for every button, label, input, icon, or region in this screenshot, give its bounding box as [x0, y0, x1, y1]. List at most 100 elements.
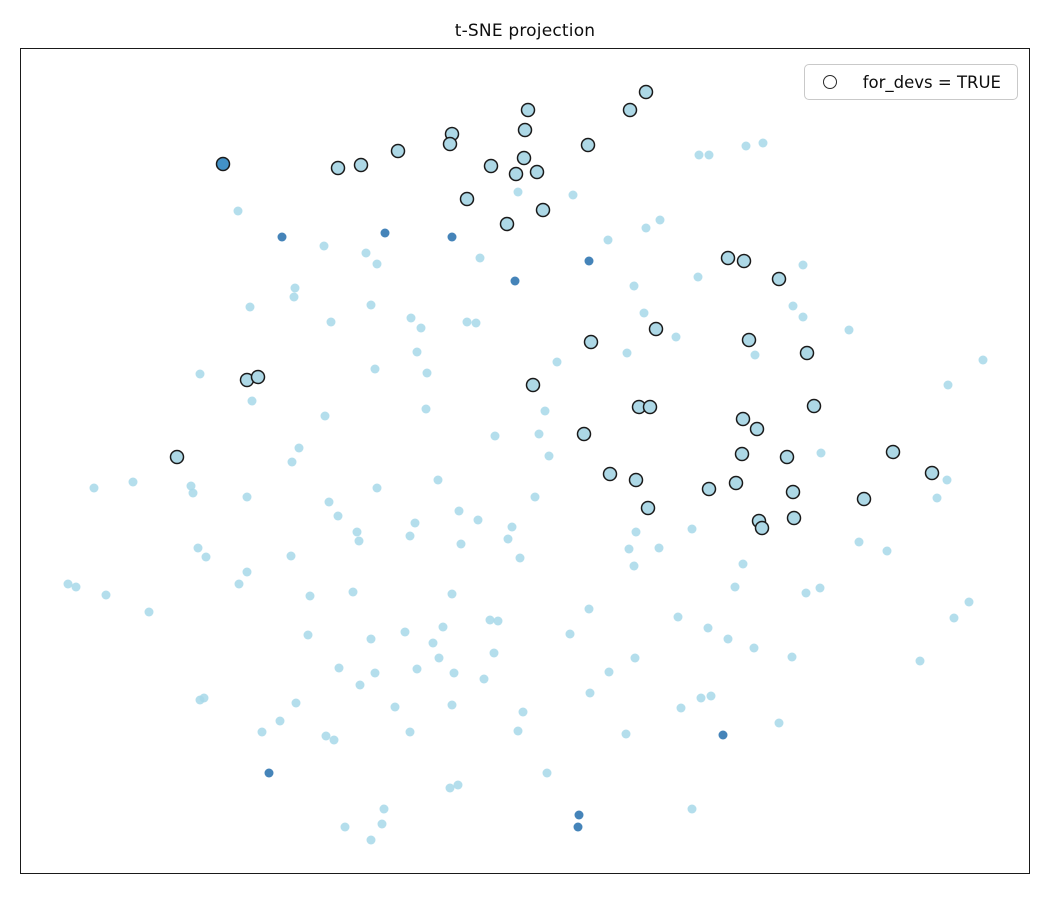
- data-point: [264, 768, 274, 778]
- data-point: [188, 488, 198, 498]
- data-point: [493, 616, 503, 626]
- data-point: [294, 443, 304, 453]
- data-point: [774, 718, 784, 728]
- data-point: [720, 250, 736, 266]
- data-point: [289, 292, 299, 302]
- data-point: [405, 727, 415, 737]
- data-point: [798, 260, 808, 270]
- data-point: [390, 702, 400, 712]
- data-point: [193, 543, 203, 553]
- data-point: [568, 190, 578, 200]
- data-point: [428, 638, 438, 648]
- data-point: [475, 253, 485, 263]
- data-point: [943, 380, 953, 390]
- data-point: [694, 150, 704, 160]
- data-point: [816, 448, 826, 458]
- data-point: [758, 138, 768, 148]
- data-point: [416, 323, 426, 333]
- data-point: [380, 228, 390, 238]
- data-point: [787, 652, 797, 662]
- data-point: [964, 597, 974, 607]
- data-point: [885, 444, 901, 460]
- data-point: [542, 768, 552, 778]
- data-point: [340, 822, 350, 832]
- data-point: [89, 483, 99, 493]
- data-point: [530, 492, 540, 502]
- data-point: [366, 300, 376, 310]
- data-point: [333, 511, 343, 521]
- data-point: [882, 546, 892, 556]
- data-point: [324, 497, 334, 507]
- data-point: [352, 527, 362, 537]
- data-point: [233, 206, 243, 216]
- data-point: [654, 543, 664, 553]
- data-point: [250, 369, 266, 385]
- data-point: [234, 579, 244, 589]
- data-point: [584, 256, 594, 266]
- data-point: [735, 411, 751, 427]
- data-point: [622, 348, 632, 358]
- data-point: [405, 531, 415, 541]
- data-point: [704, 150, 714, 160]
- data-point: [799, 345, 815, 361]
- data-point: [638, 84, 654, 100]
- data-point: [580, 137, 596, 153]
- data-point: [453, 780, 463, 790]
- data-point: [201, 552, 211, 562]
- data-point: [321, 731, 331, 741]
- data-point: [410, 518, 420, 528]
- data-point: [434, 653, 444, 663]
- data-point: [242, 567, 252, 577]
- chart-title: t-SNE projection: [454, 21, 596, 41]
- data-point: [326, 317, 336, 327]
- data-point: [741, 332, 757, 348]
- data-point: [372, 259, 382, 269]
- data-point: [366, 835, 376, 845]
- data-point: [355, 680, 365, 690]
- data-point: [676, 703, 686, 713]
- data-point: [932, 493, 942, 503]
- data-point: [507, 522, 517, 532]
- data-point: [641, 223, 651, 233]
- data-point: [503, 534, 513, 544]
- data-point: [544, 451, 554, 461]
- data-point: [63, 579, 73, 589]
- data-point: [277, 232, 287, 242]
- plot-area: for_devs = TRUE: [20, 48, 1030, 874]
- data-point: [490, 431, 500, 441]
- data-point: [604, 667, 614, 677]
- data-point: [390, 143, 406, 159]
- data-point: [462, 317, 472, 327]
- data-point: [565, 629, 575, 639]
- data-point: [749, 421, 765, 437]
- data-point: [728, 475, 744, 491]
- data-point: [348, 587, 358, 597]
- data-point: [552, 357, 562, 367]
- data-point: [377, 819, 387, 829]
- data-point: [257, 727, 267, 737]
- data-point: [372, 483, 382, 493]
- data-point: [442, 136, 458, 152]
- legend: for_devs = TRUE: [803, 64, 1018, 100]
- data-point: [949, 613, 959, 623]
- data-point: [433, 475, 443, 485]
- data-point: [366, 634, 376, 644]
- data-point: [585, 688, 595, 698]
- data-point: [290, 283, 300, 293]
- data-point: [540, 406, 550, 416]
- data-point: [370, 364, 380, 374]
- data-point: [815, 583, 825, 593]
- data-point: [629, 561, 639, 571]
- data-point: [754, 520, 770, 536]
- data-point: [456, 539, 466, 549]
- data-point: [629, 281, 639, 291]
- data-point: [734, 446, 750, 462]
- data-point: [693, 272, 703, 282]
- data-point: [412, 347, 422, 357]
- data-point: [978, 355, 988, 365]
- data-point: [447, 589, 457, 599]
- data-point: [648, 321, 664, 337]
- data-point: [655, 215, 665, 225]
- data-point: [628, 472, 644, 488]
